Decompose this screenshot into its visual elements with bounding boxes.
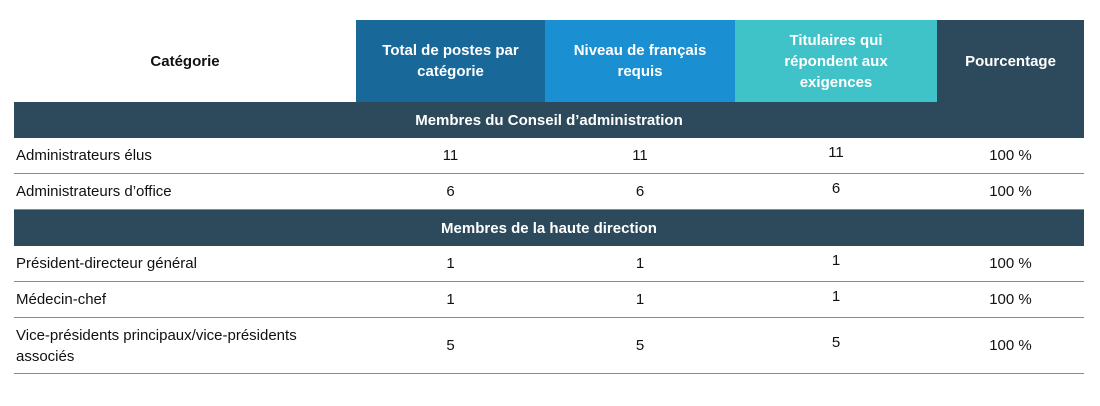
section-header: Membres de la haute direction — [14, 210, 1084, 246]
table-cell: 1 — [735, 282, 937, 318]
column-header: Total de postes par catégorie — [356, 20, 545, 102]
table-cell: 11 — [356, 138, 545, 174]
table-cell: 1 — [545, 246, 735, 282]
row-label: Administrateurs d’office — [14, 174, 356, 210]
column-header: Niveau de français requis — [545, 20, 735, 102]
column-header: Pourcentage — [937, 20, 1084, 102]
section-header: Membres du Conseil d’administration — [14, 102, 1084, 138]
table-cell: 6 — [735, 174, 937, 210]
row-label: Vice-présidents principaux/vice-présiden… — [14, 318, 356, 374]
table-cell: 1 — [356, 282, 545, 318]
column-header: Catégorie — [150, 52, 220, 70]
table-cell: 100 % — [937, 318, 1084, 374]
table-cell: 11 — [735, 138, 937, 174]
table-cell: 1 — [545, 282, 735, 318]
table-cell: 100 % — [937, 282, 1084, 318]
table-cell: 100 % — [937, 174, 1084, 210]
table-cell: 100 % — [937, 138, 1084, 174]
table-cell: 11 — [545, 138, 735, 174]
table-cell: 5 — [735, 318, 937, 374]
row-label: Président-directeur général — [14, 246, 356, 282]
table-cell: 6 — [545, 174, 735, 210]
table-cell: 6 — [356, 174, 545, 210]
table-cell: 5 — [545, 318, 735, 374]
row-label: Administrateurs élus — [14, 138, 356, 174]
row-label: Médecin-chef — [14, 282, 356, 318]
table-cell: 5 — [356, 318, 545, 374]
column-header: Titulaires qui répondent aux exigences — [735, 20, 937, 102]
table-cell: 100 % — [937, 246, 1084, 282]
table-cell: 1 — [735, 246, 937, 282]
table-cell: 1 — [356, 246, 545, 282]
